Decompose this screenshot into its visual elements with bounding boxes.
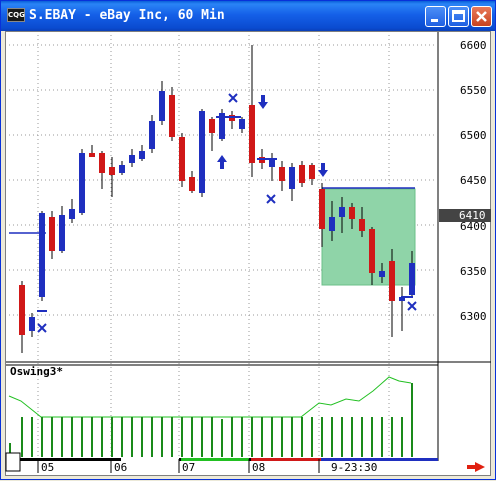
x-marker-icon	[407, 301, 417, 311]
arrow-up-icon	[217, 155, 227, 169]
time-axis: 05 06 07 08 9-23:30	[5, 452, 485, 474]
candle-body	[279, 167, 285, 181]
close-button[interactable]	[471, 6, 492, 27]
arrow-right-icon[interactable]	[467, 462, 485, 472]
candle-body	[409, 263, 415, 295]
time-tick: 06	[114, 461, 127, 474]
candle-body	[219, 113, 225, 139]
time-tick: 07	[182, 461, 195, 474]
price-tick: 6550	[460, 84, 487, 97]
candle-body	[369, 229, 375, 273]
candle-body	[249, 105, 255, 163]
candle-body	[209, 119, 215, 133]
candle-body	[299, 165, 305, 183]
candle-body	[389, 261, 395, 301]
candle-body	[399, 297, 405, 301]
price-tick: 6400	[460, 220, 487, 233]
candle-body	[59, 215, 65, 251]
x-marker-icon	[266, 194, 276, 204]
candle-body	[379, 271, 385, 277]
window-title: S.EBAY - eBay Inc, 60 Min	[29, 8, 225, 23]
candle-body	[149, 121, 155, 149]
candle-body	[189, 177, 195, 191]
x-marker-icon	[228, 93, 238, 103]
oscillator-line	[8, 376, 412, 418]
candle-body	[119, 165, 125, 173]
minimize-button[interactable]	[425, 6, 446, 27]
candle-body	[139, 151, 145, 159]
candle-body	[129, 155, 135, 163]
last-price-label: 6410	[459, 209, 486, 222]
time-tick: 08	[252, 461, 265, 474]
candle-body	[179, 137, 185, 181]
candle-body	[169, 95, 175, 137]
price-tick: 6450	[460, 174, 487, 187]
x-marker-icon	[37, 323, 47, 333]
candle-body	[99, 153, 105, 173]
price-tick: 6350	[460, 265, 487, 278]
candle-body	[109, 167, 115, 175]
candle-body	[199, 111, 205, 193]
time-tick: 9-23:30	[331, 461, 377, 474]
oscillator-panel	[8, 376, 413, 457]
title-bar[interactable]: CQG S.EBAY - eBay Inc, 60 Min	[1, 1, 495, 31]
candle-body	[359, 219, 365, 231]
candle-body	[289, 167, 295, 189]
last-price-marker	[439, 209, 491, 222]
arrow-down-icon	[258, 95, 268, 109]
candle-body	[159, 91, 165, 121]
time-tick: 05	[41, 461, 54, 474]
candle-body	[239, 119, 245, 129]
candle-body	[309, 165, 315, 179]
price-axis: 6600 6550 6500 6450 6400 6350 6300 6410	[439, 39, 491, 323]
candle-body	[69, 209, 75, 219]
candle-body	[49, 217, 55, 251]
signals	[37, 93, 417, 333]
breakout-box	[321, 188, 416, 286]
oscillator-label: Oswing3*	[10, 365, 63, 378]
candle-body	[339, 207, 345, 217]
minimize-icon	[431, 19, 438, 22]
price-tick: 6600	[460, 39, 487, 52]
candle-body	[349, 207, 355, 219]
candle-body	[29, 317, 35, 331]
candle-body	[319, 189, 325, 229]
candle-body	[39, 213, 45, 297]
time-axis-scroll-box[interactable]	[5, 452, 21, 472]
candle-body	[79, 153, 85, 213]
candlesticks	[19, 45, 415, 353]
maximize-icon	[452, 10, 465, 22]
maximize-button[interactable]	[448, 6, 469, 27]
price-tick: 6500	[460, 129, 487, 142]
candle-body	[329, 217, 335, 231]
close-icon	[476, 11, 487, 22]
arrow-down-icon	[318, 163, 328, 177]
price-tick: 6300	[460, 310, 487, 323]
app-icon: CQG	[7, 8, 25, 22]
candle-body	[269, 159, 275, 167]
candle-body	[89, 153, 95, 157]
candle-body	[19, 285, 25, 335]
